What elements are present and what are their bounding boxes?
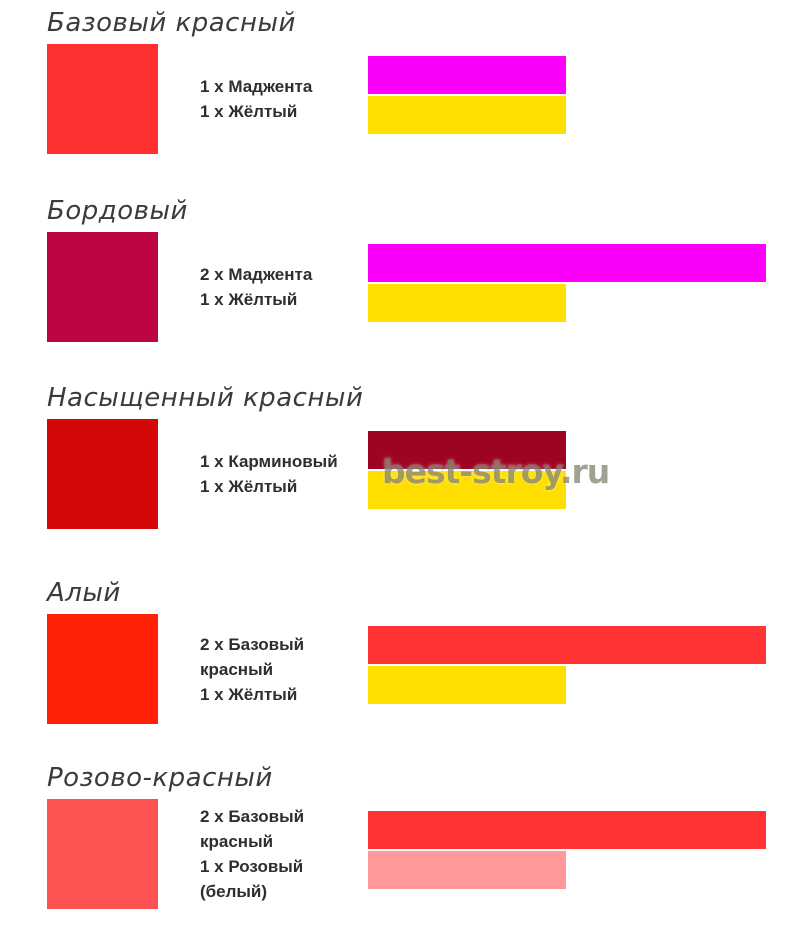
ingredient-bar-magenta [368, 244, 766, 282]
section-scarlet: Алый 2 x Базовый красный 1 x Жёлтый [0, 578, 800, 766]
ingredient-bar-yellow [368, 96, 566, 134]
recipe-line: 1 x Карминовый [200, 452, 338, 471]
proportion-bars [368, 626, 766, 704]
result-color-swatch [47, 614, 158, 724]
recipe-line: 2 x Базовый красный [200, 807, 305, 851]
recipe-text: 1 x Маджента 1 x Жёлтый [200, 44, 360, 154]
recipe-line: 1 x Маджента [200, 77, 313, 96]
ingredient-bar-pink [368, 851, 566, 889]
recipe-text: 1 x Карминовый 1 x Жёлтый [200, 419, 360, 529]
section-title: Базовый красный [47, 8, 296, 38]
result-color-swatch [47, 44, 158, 154]
recipe-line: 2 x Маджента [200, 265, 313, 284]
proportion-bars [368, 244, 766, 322]
section-title: Насыщенный красный [47, 383, 364, 413]
site-watermark: best-stroy.ru [382, 452, 610, 491]
ingredient-bar-magenta [368, 56, 566, 94]
ingredient-bar-yellow [368, 471, 566, 509]
section-pink-red: Розово-красный 2 x Базовый красный 1 x Р… [0, 763, 800, 939]
recipe-text: 2 x Базовый красный 1 x Розовый (белый) [200, 799, 360, 909]
ingredient-bar-yellow [368, 284, 566, 322]
recipe-line: 1 x Жёлтый [200, 290, 298, 309]
ingredient-bar-yellow [368, 666, 566, 704]
section-title: Бордовый [47, 196, 188, 226]
result-color-swatch [47, 419, 158, 529]
result-color-swatch [47, 799, 158, 909]
section-base-red: Базовый красный 1 x Маджента 1 x Жёлтый [0, 8, 800, 196]
proportion-bars [368, 811, 766, 889]
recipe-text: 2 x Маджента 1 x Жёлтый [200, 232, 360, 342]
section-title: Алый [47, 578, 121, 608]
section-title: Розово-красный [47, 763, 273, 793]
recipe-line: 1 x Жёлтый [200, 684, 298, 704]
ingredient-bar-base-red [368, 811, 766, 849]
result-color-swatch [47, 232, 158, 342]
ingredient-bar-carmine [368, 431, 566, 469]
recipe-line: 2 x Базовый красный [200, 634, 305, 679]
proportion-bars [368, 56, 566, 134]
recipe-line: 1 x Жёлтый [200, 477, 298, 496]
ingredient-bar-base-red [368, 626, 766, 664]
proportion-bars [368, 431, 566, 509]
section-bordeaux: Бордовый 2 x Маджента 1 x Жёлтый [0, 196, 800, 384]
recipe-line: 1 x Жёлтый [200, 102, 298, 121]
recipe-line: 1 x Розовый (белый) [200, 857, 304, 901]
recipe-text: 2 x Базовый красный 1 x Жёлтый [200, 614, 360, 724]
section-saturated-red: Насыщенный красный 1 x Карминовый 1 x Жё… [0, 383, 800, 571]
